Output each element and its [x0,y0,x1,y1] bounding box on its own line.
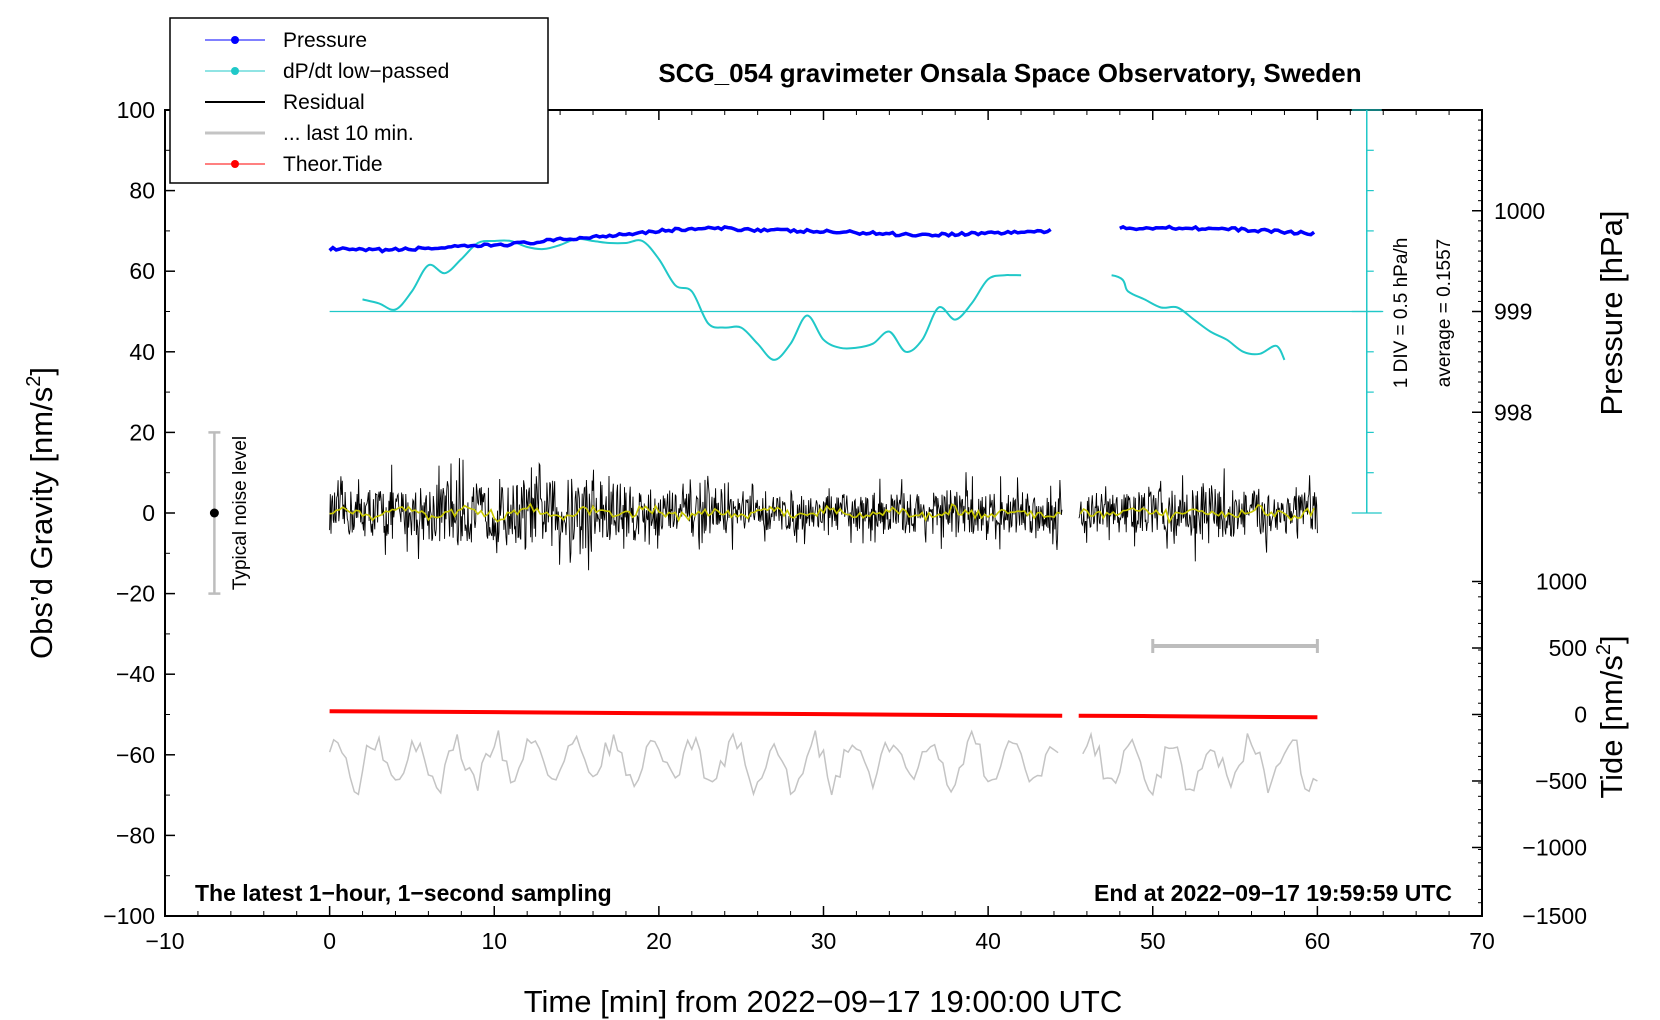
y-tick-label: 100 [117,97,155,123]
y-tick-label: 80 [129,178,155,204]
legend-swatch-dot [231,36,239,44]
legend-entry-label: ... last 10 min. [283,122,414,145]
tide-tick-label: −500 [1535,768,1587,794]
tide-axis-label: Tide [nm/s2] [1593,635,1629,798]
legend-swatch-dot [231,160,239,168]
series-last-10-min-line [328,729,1318,797]
tide-tick-label: 1000 [1536,569,1587,595]
legend-entry-label: Pressure [283,29,367,52]
y-axis-label: Obs’d Gravity [nm/s2] [23,367,59,659]
x-tick-label: 60 [1305,928,1331,954]
y-axis-label-sup: 2 [23,376,45,387]
y-tick-label: −60 [116,742,155,768]
legend: Pressure dP/dt low−passed Residual ... last… [169,17,549,184]
y-tick-label: 0 [142,500,155,526]
series-residual-smoothed-line [329,502,1315,525]
y-axis-ticks: −100 −80 −60 −40 −20 0 20 40 60 80 100 [103,97,175,929]
x-tick-label: 50 [1140,928,1166,954]
series-pressure-line [328,224,1316,254]
series-dpdt-line [362,237,1286,361]
x-tick-label: 10 [481,928,507,954]
scale-average-label: average = 0.1557 [1434,239,1455,387]
y-tick-label: −20 [116,581,155,607]
annotation-end-time: End at 2022−09−17 19:59:59 UTC [1094,880,1452,906]
legend-entry-label: Residual [283,91,365,114]
x-tick-label: 0 [323,928,336,954]
y-tick-label: −40 [116,661,155,687]
y-axis-label-main: Obs’d Gravity [nm/s [24,387,59,659]
legend-entry-label: Theor.Tide [283,153,383,176]
annotation-sampling: The latest 1−hour, 1−second sampling [195,880,612,906]
legend-box [169,17,549,184]
legend-entry-label: dP/dt low−passed [283,60,449,83]
series-layer [208,224,1319,797]
x-tick-label: 30 [811,928,837,954]
tide-tick-label: 500 [1549,635,1587,661]
legend-swatch-dot [231,67,239,75]
chart-title: SCG_054 gravimeter Onsala Space Observat… [658,58,1361,88]
dpdt-scale-bar [329,109,1384,514]
y-tick-label: 60 [129,258,155,284]
y-tick-label: −80 [116,822,155,848]
x-tick-label: −10 [145,928,184,954]
y-tick-label: −100 [103,903,155,929]
y-tick-label: 20 [129,419,155,445]
right-axis-ticks: 1000 999 998 1000 500 0 −500 −1000 −1500 [1472,109,1587,929]
tide-tick-label: −1000 [1522,834,1587,860]
series-tide-line [329,709,1318,720]
tide-tick-label: 0 [1574,702,1587,728]
scale-div-label: 1 DIV = 0.5 hPa/h [1391,238,1412,389]
x-tick-label: 70 [1469,928,1495,954]
x-tick-label: 20 [646,928,672,954]
pressure-tick-label: 1000 [1494,198,1545,224]
x-axis-label: Time [min] from 2022−09−17 19:00:00 UTC [524,984,1123,1019]
pressure-tick-label: 998 [1494,399,1532,425]
x-axis-ticks: −10 0 10 20 30 40 50 60 70 [145,110,1495,954]
tide-axis-label-close: ] [1594,635,1629,644]
x-tick-label: 40 [975,928,1001,954]
noise-level-label: Typical noise level [230,436,251,590]
tide-tick-label: −1500 [1522,903,1587,929]
tide-axis-label-main: Tide [nm/s [1594,655,1629,799]
noise-level-dot [209,508,219,518]
y-axis-label-close: ] [24,367,59,376]
y-tick-label: 40 [129,339,155,365]
tide-axis-label-sup: 2 [1593,644,1615,655]
pressure-axis-label: Pressure [hPa] [1594,210,1629,415]
pressure-tick-label: 999 [1494,299,1532,325]
